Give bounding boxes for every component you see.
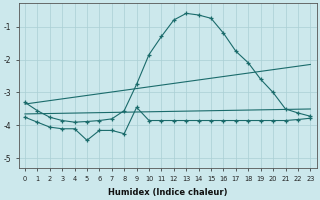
X-axis label: Humidex (Indice chaleur): Humidex (Indice chaleur)	[108, 188, 228, 197]
